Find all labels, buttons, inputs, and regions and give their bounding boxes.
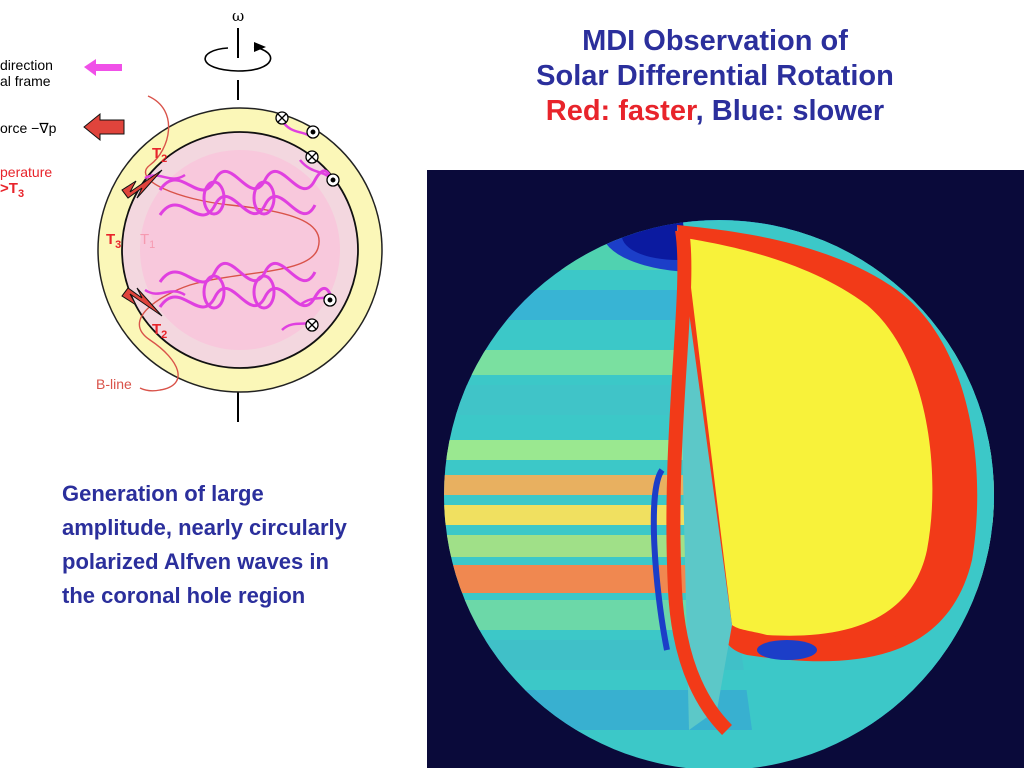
slide-title: MDI Observation of Solar Differential Ro… (470, 24, 960, 129)
inner-core (140, 150, 340, 350)
wave-caption: Generation of large amplitude, nearly ci… (62, 481, 347, 608)
t2-arrow-top-icon (121, 169, 163, 199)
title-separator: , (695, 95, 712, 127)
legend-direction-arrow-icon (84, 59, 122, 76)
t2-top-label: T2 (152, 146, 167, 167)
lower-wave-loops (158, 262, 334, 310)
t3-label: T3 (106, 232, 121, 253)
b-line-curve (138, 95, 320, 392)
legend-direction-line2: al frame (0, 73, 51, 89)
upper-wave-loops (158, 169, 334, 217)
t3-text: T (106, 231, 116, 248)
t2-top-text: T (152, 145, 162, 162)
title-line3: Red: faster, Blue: slower (470, 94, 960, 129)
omega-label: ω (232, 7, 245, 25)
t2-bottom-sub: 2 (161, 329, 168, 341)
legend-temp-sub: 3 (17, 188, 25, 200)
t2-bottom-label: T2 (152, 322, 167, 343)
t1-sub: 1 (149, 239, 156, 251)
title-red-part: Red: faster (545, 95, 696, 127)
legend-temp-relation: >T3 (0, 181, 24, 202)
legend-force-label: orce −∇p (0, 120, 57, 136)
title-line1: MDI Observation of (582, 25, 848, 57)
t1-label: T1 (140, 232, 155, 253)
sun-cutaway-drawing (444, 220, 994, 768)
legend-direction-line1: direction (0, 57, 53, 73)
legend-temp-relation-text: >T (0, 180, 18, 197)
schematic-drawing (83, 28, 383, 422)
sun-surface (444, 220, 994, 768)
rotation-arrowhead-icon (254, 42, 266, 52)
t2-top-sub: 2 (161, 153, 168, 165)
title-line2: Solar Differential Rotation (536, 60, 894, 92)
t2-arrow-bottom-icon (121, 287, 163, 317)
solar-rotation-image (427, 170, 1024, 768)
differential-rotation-schematic: ω direction al frame orce −∇p perature >… (0, 0, 420, 430)
legend-force-arrow-icon (83, 112, 125, 142)
t1-text: T (140, 231, 150, 248)
title-blue-part: Blue: slower (711, 95, 885, 127)
b-line-label: B-line (96, 376, 132, 392)
rotation-arrow-icon (204, 46, 272, 72)
field-symbols (275, 111, 340, 332)
t2-bottom-text: T (152, 321, 162, 338)
t3-sub: 3 (115, 239, 122, 251)
legend-temperature-label: perature (0, 164, 53, 180)
